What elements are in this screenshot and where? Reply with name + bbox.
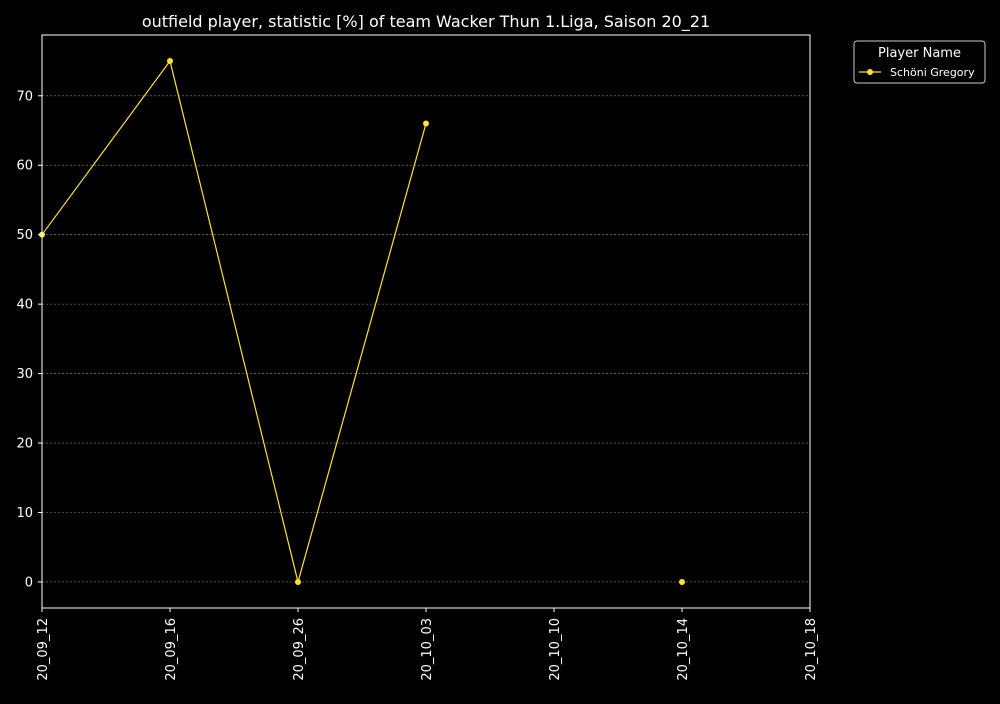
y-tick-label: 20 (16, 437, 33, 452)
x-tick-label: 20_09_12 (36, 618, 51, 681)
data-point (423, 120, 429, 127)
x-tick-label: 20_09_16 (164, 618, 179, 681)
y-tick-label: 70 (16, 89, 33, 104)
y-axis: 0 10 20 30 40 50 60 70 (16, 89, 42, 590)
series-layer (39, 58, 685, 585)
grid-lines (42, 95, 810, 583)
x-tick-label: 20_10_18 (804, 618, 819, 681)
y-tick-label: 60 (16, 159, 33, 174)
x-axis: 20_09_12 20_09_16 20_09_26 20_10_03 20_10_10… (36, 608, 819, 681)
y-tick-label: 30 (16, 367, 33, 382)
y-tick-label: 10 (16, 506, 33, 521)
data-point (295, 578, 301, 585)
chart-title: outfield player, statistic [%] of team W… (142, 12, 710, 32)
x-tick-label: 20_10_14 (676, 618, 691, 681)
x-tick-label: 20_10_10 (548, 618, 563, 681)
y-tick-label: 50 (16, 228, 33, 243)
series-line (41, 59, 427, 585)
legend-swatch-marker (867, 69, 873, 75)
legend: Player Name Schöni Gregory (853, 40, 986, 84)
x-tick-label: 20_09_26 (292, 618, 307, 681)
data-point (679, 578, 685, 585)
x-tick-label: 20_10_03 (420, 618, 435, 681)
legend-box (853, 40, 986, 84)
legend-entry-label: Schöni Gregory (890, 66, 975, 79)
y-tick-label: 40 (16, 298, 33, 313)
legend-title: Player Name (878, 46, 961, 61)
y-tick-label: 0 (25, 575, 33, 590)
data-point (167, 58, 173, 65)
